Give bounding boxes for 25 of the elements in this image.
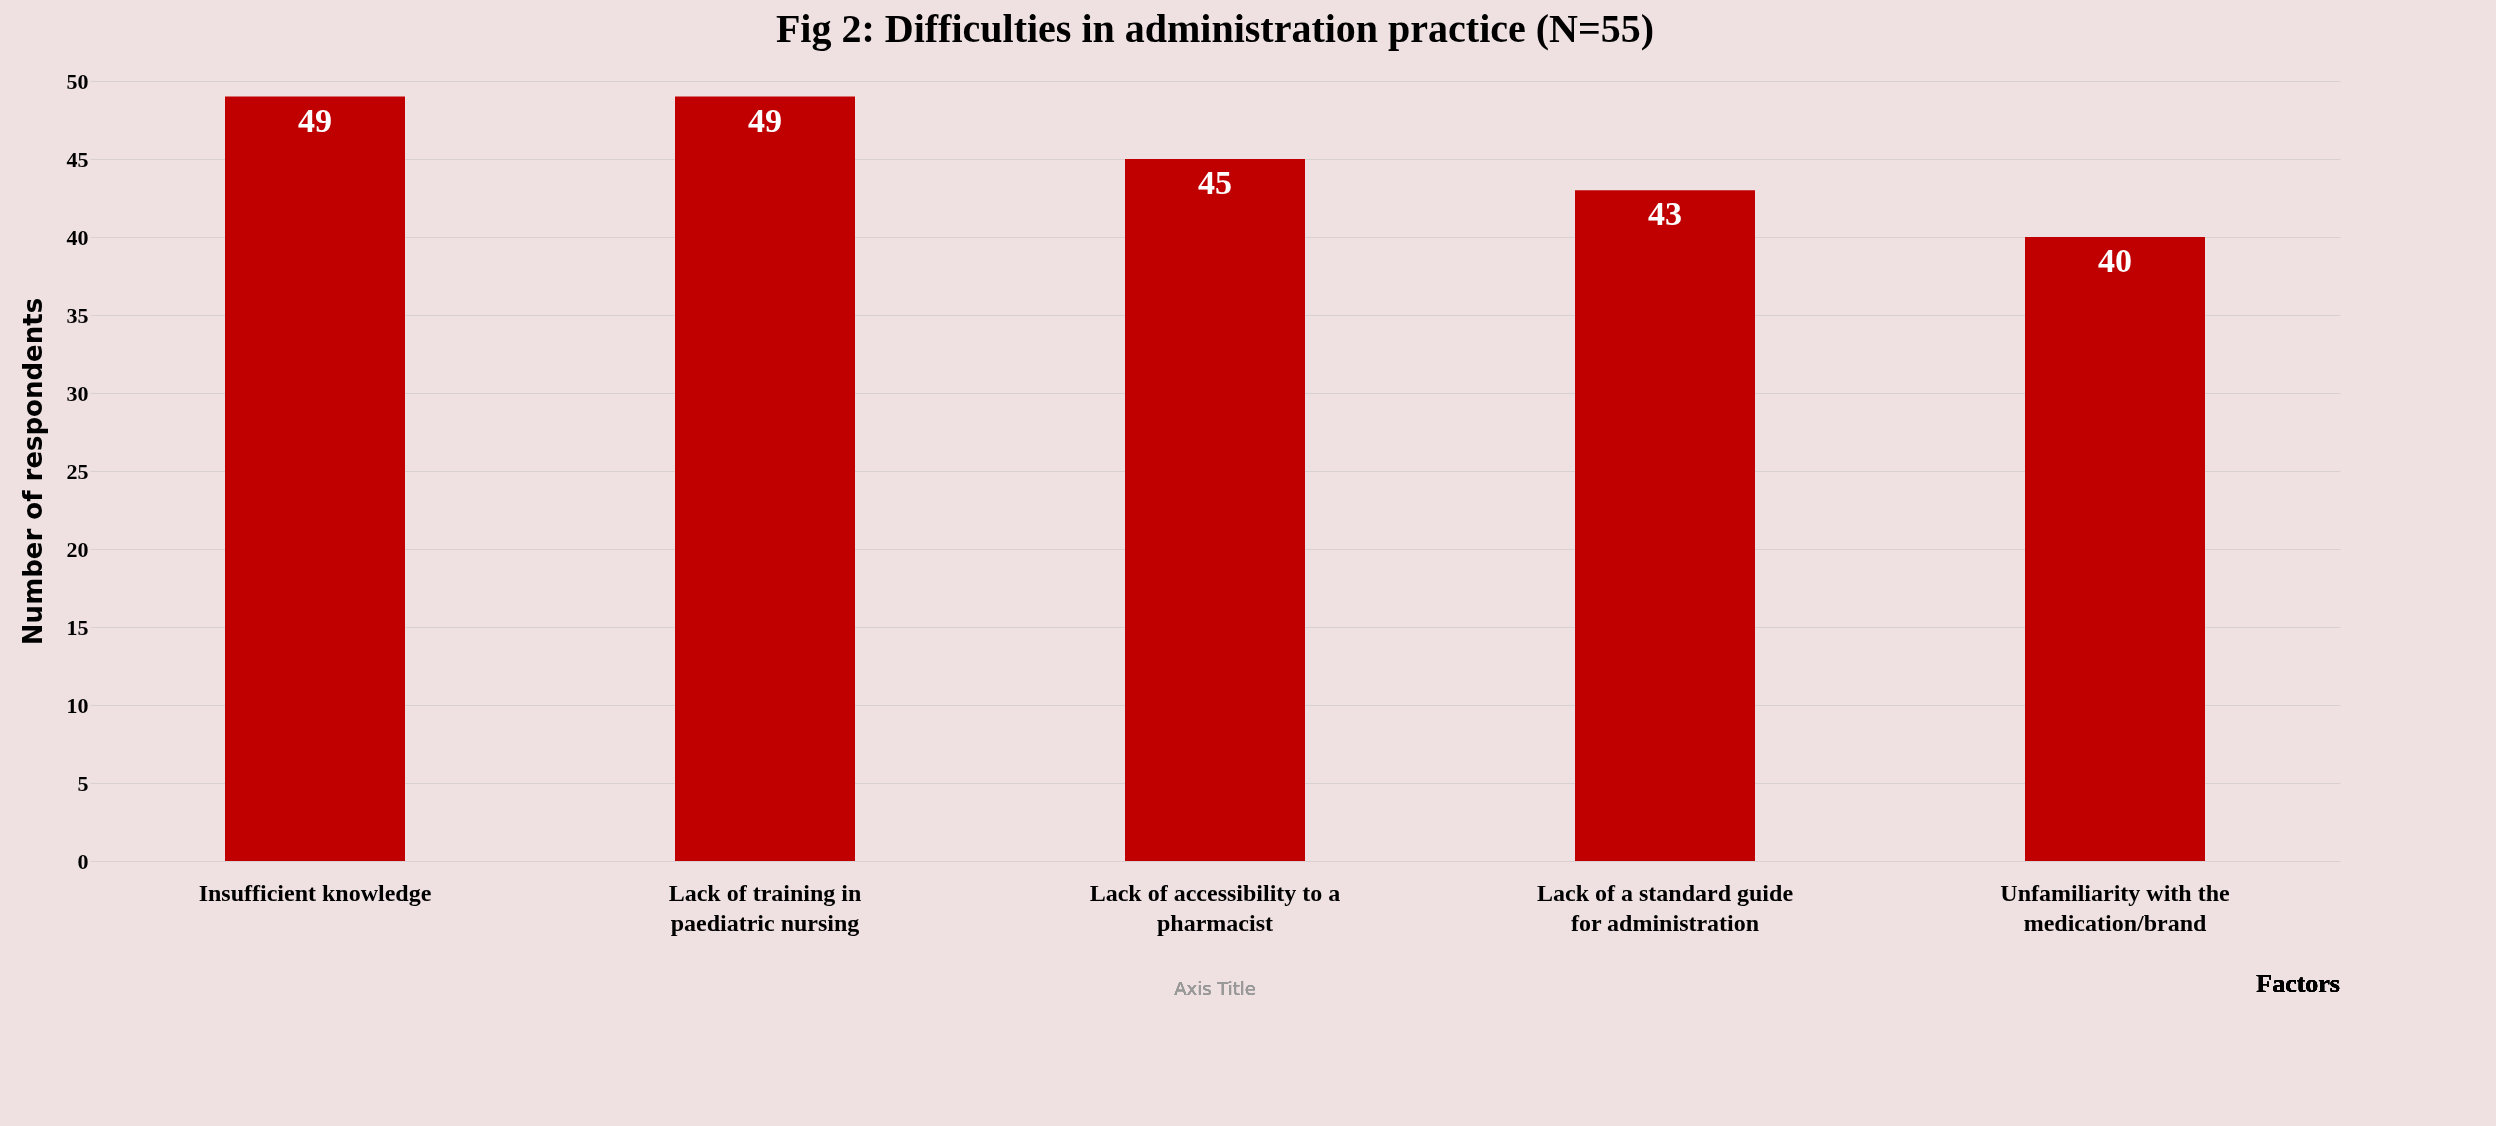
y-tick-label: 40 [66,224,89,250]
x-tick-label: Unfamiliarity with the medication/brand [2000,879,2230,936]
text: Axis Title [1174,978,1256,999]
x-axis-title: Factors [2256,969,2340,998]
y-tick-label: 15 [66,614,89,640]
data-label: 43 [1648,195,1682,233]
data-label: 40 [2098,242,2132,279]
y-tick-label: 0 [77,848,89,874]
x-tick-label: Lack of a standard guide for administration [1536,879,1794,936]
y-tick-label: 50 [66,68,89,94]
y-tick-label: 35 [66,302,89,328]
y-tick-label: 20 [66,536,89,562]
y-tick-label: 45 [66,146,89,172]
y-tick-label: 30 [66,380,89,406]
data-label: 49 [748,101,782,139]
x-tick-label: Insufficient knowledge [198,879,432,906]
data-label: 45 [1198,164,1232,201]
x-tick-label: Lack of training in paediatric nursing [668,879,862,936]
y-tick-label: 10 [66,692,89,718]
chart-title: Fig 2: Difficulties in administration practice (N=55) [775,6,1655,51]
y-tick-label: 5 [77,770,89,796]
x-tick-label: Lack of accessibility to a pharmacist [1089,879,1341,936]
y-axis-title: Number of respondents [17,297,48,646]
y-tick-label: 25 [66,458,89,484]
data-label: 49 [298,101,332,139]
